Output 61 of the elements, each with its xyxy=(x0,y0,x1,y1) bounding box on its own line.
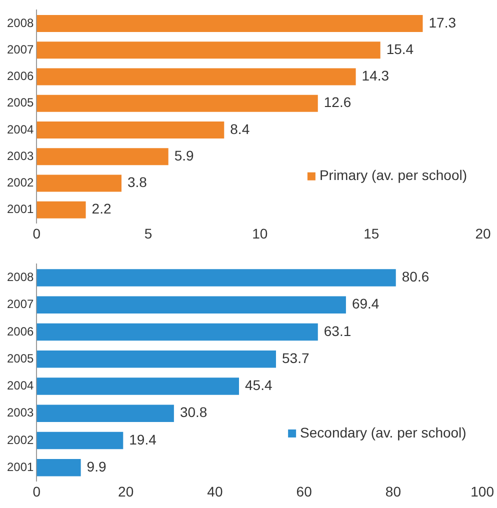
y-tick-label: 2002 xyxy=(6,432,34,447)
y-tick-label: 2005 xyxy=(6,351,34,366)
data-label: 69.4 xyxy=(352,296,380,312)
bar xyxy=(36,122,224,138)
x-tick-label: 80 xyxy=(385,483,402,500)
data-label: 63.1 xyxy=(324,322,352,339)
data-label: 3.8 xyxy=(127,174,148,190)
x-tick-label: 20 xyxy=(118,483,134,500)
bar xyxy=(36,323,318,341)
y-tick-label: 2001 xyxy=(6,460,34,474)
data-label: 53.7 xyxy=(282,350,310,366)
data-label: 9.9 xyxy=(86,458,106,474)
y-tick-label: 2006 xyxy=(6,324,34,338)
y-tick-label: 2008 xyxy=(6,16,34,30)
data-label: 19.4 xyxy=(129,431,157,448)
data-label: 5.9 xyxy=(174,147,194,164)
data-label: 15.4 xyxy=(386,40,414,57)
y-tick-label: 2006 xyxy=(6,69,34,84)
y-tick-label: 2004 xyxy=(6,122,34,136)
data-label: 80.6 xyxy=(402,268,430,285)
x-tick-label: 40 xyxy=(207,483,223,500)
bar xyxy=(36,148,168,166)
bar xyxy=(36,94,318,112)
bar xyxy=(36,174,122,192)
x-tick-label: 15 xyxy=(364,225,380,242)
x-tick-label: 0 xyxy=(32,483,41,500)
y-tick-label: 2004 xyxy=(6,378,34,393)
y-tick-label: 2001 xyxy=(6,202,34,216)
data-label: 2.2 xyxy=(92,200,112,217)
bar xyxy=(36,269,396,286)
x-tick-label: 10 xyxy=(252,225,268,242)
bar xyxy=(36,296,346,314)
bar xyxy=(36,378,240,395)
data-label: 30.8 xyxy=(180,404,208,420)
bar xyxy=(36,458,81,476)
x-tick-label: 100 xyxy=(470,483,494,500)
y-tick-label: 2007 xyxy=(6,297,34,312)
y-tick-label: 2008 xyxy=(6,270,34,284)
bar xyxy=(36,350,276,368)
legend-label: Secondary (av. per school) xyxy=(300,424,466,440)
x-tick-label: 0 xyxy=(32,225,41,242)
data-label: 45.4 xyxy=(245,377,272,394)
y-tick-label: 2003 xyxy=(6,406,34,420)
data-label: 12.6 xyxy=(324,94,352,110)
bar xyxy=(36,432,124,450)
legend-label: Primary (av. per school) xyxy=(319,167,468,184)
bar xyxy=(36,201,86,218)
y-tick-label: 2005 xyxy=(6,96,34,110)
x-tick-label: 5 xyxy=(144,225,152,242)
x-tick-label: 60 xyxy=(296,483,312,500)
y-tick-label: 2003 xyxy=(6,148,34,163)
data-label: 8.4 xyxy=(230,120,250,137)
bar xyxy=(36,68,356,86)
y-tick-label: 2007 xyxy=(6,42,34,56)
bar xyxy=(36,404,174,422)
bar xyxy=(36,42,380,59)
y-tick-label: 2002 xyxy=(6,176,34,190)
data-label: 14.3 xyxy=(362,68,390,84)
data-label: 17.3 xyxy=(428,14,456,30)
x-tick-label: 20 xyxy=(475,225,491,242)
bar xyxy=(36,15,423,32)
